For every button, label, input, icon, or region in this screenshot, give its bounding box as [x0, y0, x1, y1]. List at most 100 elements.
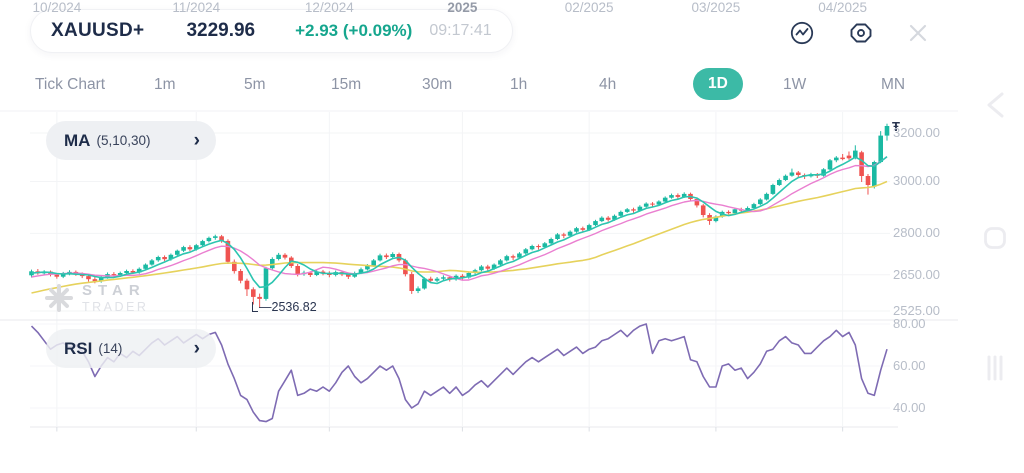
- candle: [466, 271, 472, 279]
- candle: [770, 183, 776, 195]
- candle: [789, 168, 795, 177]
- low-price-label: —2536.82: [252, 300, 317, 314]
- tab-1m[interactable]: 1m: [154, 76, 176, 93]
- x-axis-label: 03/2025: [691, 0, 741, 15]
- fullscreen-icon[interactable]: [982, 223, 1008, 253]
- candle: [409, 271, 414, 294]
- tab-tick-chart[interactable]: Tick Chart: [35, 76, 106, 93]
- tab-15m[interactable]: 15m: [331, 76, 362, 93]
- x-axis-label: 11/2024: [172, 0, 221, 15]
- candle: [251, 287, 256, 305]
- candle: [232, 259, 237, 274]
- tab-1h[interactable]: 1h: [510, 76, 528, 93]
- candle: [783, 174, 788, 181]
- candle: [86, 274, 91, 282]
- candle: [694, 197, 700, 208]
- price-axis-label: 3200.00: [893, 125, 940, 140]
- x-axis-label: 10/2024: [32, 0, 82, 15]
- settings-icon[interactable]: [848, 20, 874, 46]
- candle: [650, 202, 655, 207]
- candle: [700, 203, 706, 218]
- last-price-marker: Ŧ: [892, 119, 900, 134]
- collapse-panel-icon[interactable]: [982, 90, 1008, 120]
- server-time: 09:17:41: [429, 22, 492, 39]
- candle: [377, 253, 383, 262]
- ma5-line: [31, 155, 888, 289]
- last-price-value: 3229.96: [186, 20, 256, 41]
- candle: [884, 123, 890, 141]
- rsi-axis-label: 40.00: [893, 400, 926, 415]
- panel-drag-handle-icon[interactable]: [982, 353, 1008, 383]
- price-axis-label: 2800.00: [893, 225, 940, 241]
- candle: [548, 237, 554, 245]
- price-axis-label: 2525.00: [893, 303, 940, 318]
- candle: [523, 248, 529, 255]
- low-marker-icon: [252, 302, 258, 312]
- candle: [669, 193, 674, 199]
- candle: [257, 293, 262, 308]
- chevron-right-icon: ›: [193, 130, 200, 151]
- candle: [643, 202, 649, 208]
- candle: [213, 234, 218, 240]
- candle: [574, 226, 579, 233]
- candle: [865, 174, 871, 195]
- candle: [498, 259, 503, 266]
- candle: [662, 196, 668, 203]
- candle: [827, 159, 833, 171]
- candle: [618, 210, 624, 217]
- tab-1w[interactable]: 1W: [783, 76, 807, 93]
- candle: [593, 219, 598, 227]
- candle: [758, 198, 763, 206]
- price-axis-label: 3000.00: [893, 173, 940, 189]
- candle: [206, 236, 212, 243]
- rsi-indicator-pill[interactable]: RSI (14) ›: [46, 329, 216, 368]
- tab-30m[interactable]: 30m: [422, 76, 453, 93]
- x-axis-label: 02/2025: [564, 0, 614, 15]
- candle: [561, 232, 567, 239]
- candle: [155, 255, 161, 262]
- x-axis-label: 12/2024: [304, 0, 354, 15]
- candle: [840, 154, 845, 161]
- tab-mn[interactable]: MN: [881, 76, 906, 93]
- timeframe-tabs: Tick Chart 1m 5m 15m 30m 1h 4h 1D 1W MN: [0, 68, 1024, 108]
- tab-5m[interactable]: 5m: [244, 76, 266, 93]
- rsi-axis-label: 60.00: [893, 358, 926, 373]
- candle: [479, 265, 484, 272]
- candle: [276, 252, 281, 261]
- candle: [238, 269, 243, 284]
- candle: [777, 178, 782, 186]
- candle: [282, 253, 288, 260]
- candle: [219, 234, 224, 243]
- candle: [631, 207, 636, 213]
- symbol-label: XAUUSD+: [51, 20, 145, 41]
- candle: [390, 252, 395, 259]
- tab-1d[interactable]: 1D: [693, 68, 743, 100]
- candle: [599, 216, 605, 223]
- candle: [764, 192, 769, 201]
- candle: [751, 202, 757, 209]
- ma30-line: [31, 180, 888, 294]
- tab-4h[interactable]: 4h: [599, 76, 617, 93]
- ma-indicator-pill[interactable]: MA (5,10,30) ›: [46, 121, 216, 160]
- indicator-icon[interactable]: [789, 20, 815, 46]
- candle: [263, 266, 269, 301]
- candle: [187, 245, 193, 252]
- chevron-right-icon: ›: [193, 338, 200, 359]
- ma-label: MA: [64, 130, 91, 150]
- candle: [821, 168, 826, 177]
- x-axis-label: 2025: [447, 0, 478, 15]
- candle: [384, 253, 389, 259]
- candle: [175, 249, 180, 257]
- quote-header: XAUUSD+ 3229.96 +2.93 (+0.09%) 09:17:41: [30, 9, 513, 53]
- candle: [403, 258, 408, 277]
- candle: [504, 254, 510, 262]
- candle: [510, 254, 516, 261]
- rsi-params: (14): [98, 341, 123, 356]
- rsi-axis-label: 80.00: [893, 316, 926, 331]
- close-icon[interactable]: [905, 20, 931, 46]
- candle: [200, 239, 205, 247]
- price-change-value: +2.93 (+0.09%): [295, 21, 413, 40]
- candle: [162, 255, 167, 262]
